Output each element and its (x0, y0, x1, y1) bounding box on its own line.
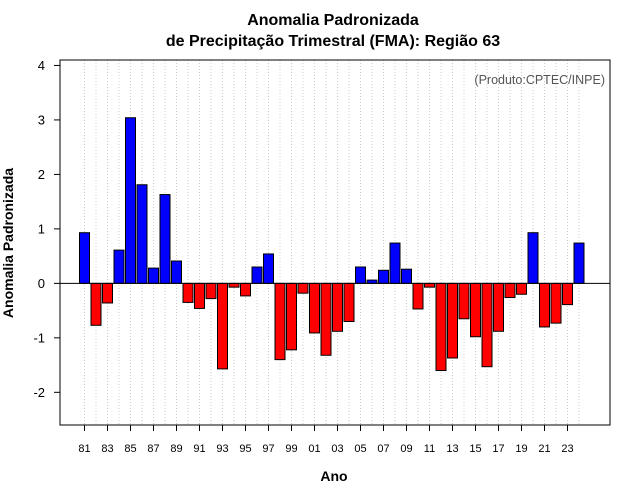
x-tick-label: 11 (424, 443, 435, 455)
x-tick-label: 99 (285, 443, 297, 455)
bar-14 (458, 282, 470, 320)
x-tick-label: 93 (216, 443, 228, 455)
bars (79, 117, 585, 372)
bar-87 (148, 267, 159, 284)
bar-23 (562, 282, 573, 306)
chart-title: Anomalia Padronizada (247, 12, 419, 29)
plot-area (59, 59, 611, 426)
x-tick-label: 95 (239, 443, 251, 455)
bar-01 (309, 282, 320, 334)
credit-annotation: (Produto:CPTEC/INPE) (474, 73, 605, 87)
x-tick-label: 07 (377, 443, 389, 455)
x-tick-label: 91 (193, 443, 205, 455)
y-tick-label: -2 (33, 385, 45, 400)
x-tick-label: 13 (446, 443, 458, 455)
bar-89 (171, 260, 182, 284)
x-tick-label: 85 (124, 443, 136, 455)
x-tick-label: 19 (515, 443, 527, 455)
bar-05 (355, 266, 366, 284)
bar-83 (102, 282, 113, 304)
bar-11 (424, 282, 435, 288)
bar-04 (343, 282, 355, 322)
bar-02 (320, 282, 332, 356)
bar-84 (113, 249, 125, 284)
x-tick-label: 17 (492, 443, 504, 455)
bar-15 (470, 282, 481, 338)
x-tick-label: 15 (469, 443, 481, 455)
bar-24 (573, 242, 585, 284)
bar-22 (550, 282, 562, 324)
bar-93 (217, 282, 228, 370)
x-tick-label: 03 (331, 443, 343, 455)
x-tick-label: 09 (400, 443, 412, 455)
bar-94 (228, 282, 240, 288)
bar-81 (79, 232, 90, 284)
bar-20 (527, 232, 539, 284)
bar-96 (251, 266, 263, 284)
x-tick-label: 21 (538, 443, 550, 455)
x-tick-label: 23 (561, 443, 573, 455)
x-tick-label: 89 (170, 443, 182, 455)
x-axis: 81 83 85 87 89 91 93 95 97 99 01 03 05 07 09 11 13 15 17 19… (78, 425, 574, 455)
bar-82 (90, 282, 102, 326)
bar-19 (516, 282, 527, 295)
bar-86 (136, 184, 148, 284)
y-tick-label: -1 (33, 330, 45, 345)
bar-00 (297, 282, 309, 294)
y-tick-label: 1 (38, 221, 45, 236)
bar-98 (274, 282, 286, 361)
y-tick-label: 2 (38, 167, 45, 182)
bar-95 (240, 282, 251, 297)
x-tick-label: 05 (354, 443, 366, 455)
bar-16 (481, 282, 493, 368)
y-axis: -2 -1 0 1 2 3 4 (33, 58, 60, 400)
bar-21 (539, 282, 550, 328)
x-tick-label: 01 (308, 443, 320, 455)
bar-10 (412, 282, 424, 310)
x-axis-label: Ano (320, 468, 347, 484)
bar-18 (504, 282, 516, 299)
x-tick-label: 87 (147, 443, 159, 455)
bar-85 (125, 117, 136, 284)
bar-88 (159, 194, 171, 284)
bar-09 (401, 268, 412, 284)
bar-03 (332, 282, 343, 332)
x-tick-label: 81 (78, 443, 90, 455)
bar-90 (182, 282, 194, 303)
y-axis-label: Anomalia Padronizada (0, 168, 16, 318)
bar-99 (286, 282, 297, 351)
y-tick-label: 3 (38, 112, 45, 127)
bar-13 (447, 282, 458, 359)
x-tick-label: 97 (262, 443, 274, 455)
bar-07 (378, 269, 389, 284)
bar-08 (389, 242, 401, 284)
bar-97 (263, 253, 274, 284)
y-tick-label: 4 (38, 58, 45, 73)
bar-91 (194, 282, 205, 309)
grid-lines (84, 60, 580, 425)
y-tick-label: 0 (38, 276, 45, 291)
bar-17 (493, 282, 504, 332)
bar-92 (205, 282, 217, 300)
x-tick-label: 83 (101, 443, 113, 455)
chart-subtitle: de Precipitação Trimestral (FMA): Região… (166, 33, 500, 50)
bar-12 (435, 282, 447, 372)
